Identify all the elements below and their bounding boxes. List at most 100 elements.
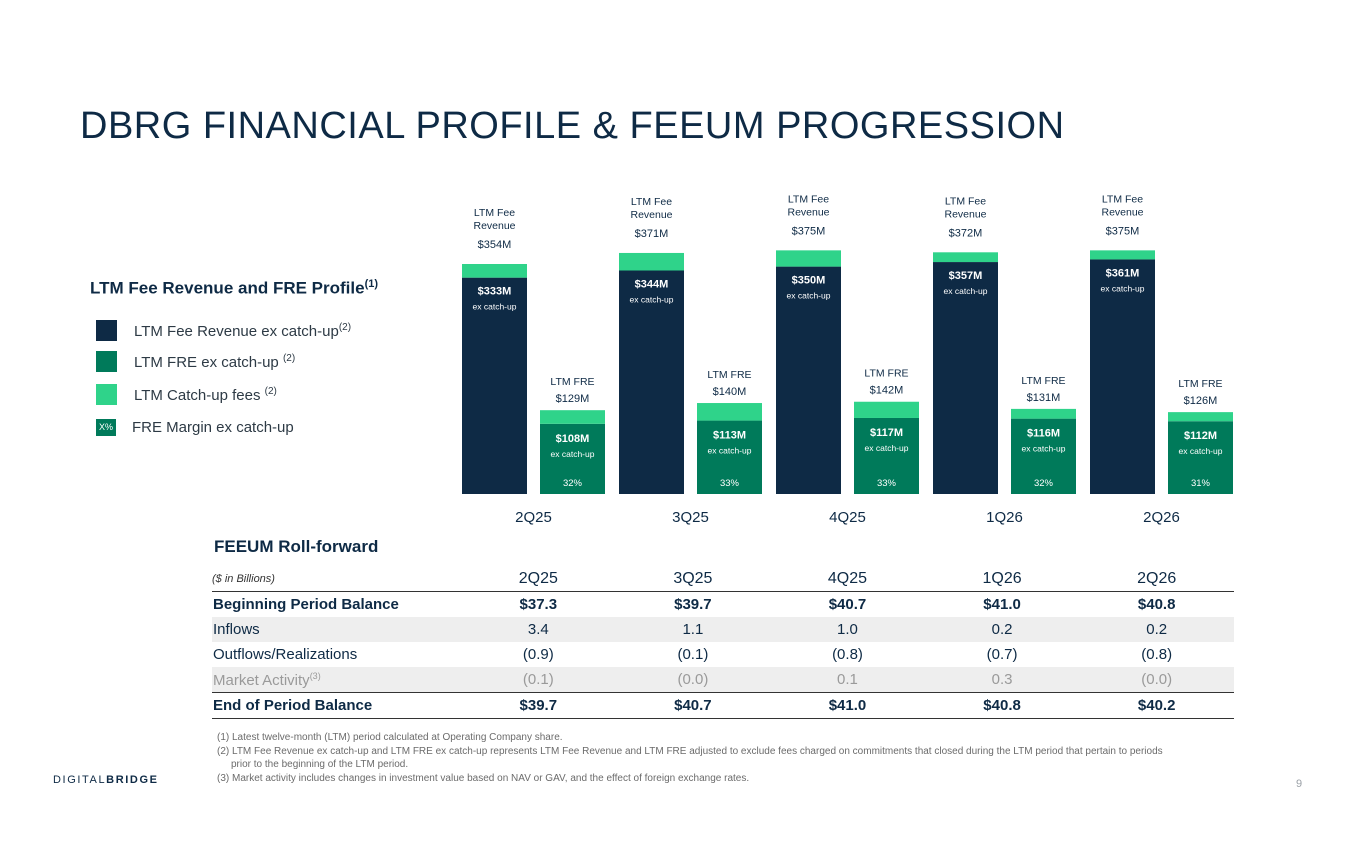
fee-total-label: $375M bbox=[1106, 225, 1140, 237]
digitalbridge-logo: DIGITALBRIDGE bbox=[53, 774, 159, 786]
fee-total-caption: LTM Fee bbox=[631, 196, 672, 208]
fre-bar bbox=[697, 420, 762, 494]
fre-catchup-segment bbox=[540, 410, 605, 424]
fre-inner-value: $117M bbox=[870, 427, 903, 439]
fre-margin-label: 33% bbox=[877, 478, 897, 489]
fre-inner-value: $113M bbox=[713, 430, 746, 442]
row-label: Outflows/Realizations bbox=[213, 646, 358, 663]
table-cell: 0.2 bbox=[924, 617, 1080, 642]
fee-total-caption: LTM Fee bbox=[474, 207, 515, 219]
table-cell: (0.8) bbox=[832, 646, 863, 663]
fee-catchup-segment bbox=[776, 250, 841, 267]
fee-inner-sub: ex catch-up bbox=[630, 294, 674, 304]
x-tick-label: 3Q25 bbox=[672, 509, 709, 526]
feeum-rollforward-table: ($ in Billions) 2Q25 3Q25 4Q25 1Q26 2Q26… bbox=[212, 566, 1234, 719]
fre-bar bbox=[1011, 418, 1076, 494]
table-cell: (0.0) bbox=[615, 667, 771, 693]
table-cell: 1.0 bbox=[770, 617, 925, 642]
footnotes: (1) Latest twelve-month (LTM) period cal… bbox=[217, 731, 1227, 785]
fee-inner-sub: ex catch-up bbox=[787, 291, 831, 301]
table-row-inflows: Inflows 3.4 1.1 1.0 0.2 0.2 bbox=[212, 617, 1234, 642]
table-column-header: 2Q25 bbox=[461, 566, 616, 592]
footnote-3: (3) Market activity includes changes in … bbox=[217, 772, 750, 784]
table-cell: $39.7 bbox=[461, 692, 616, 719]
table-cell: 3.4 bbox=[461, 617, 616, 642]
fee-total-caption: LTM Fee bbox=[788, 193, 829, 205]
table-row-beginning-balance: Beginning Period Balance $37.3 $39.7 $40… bbox=[212, 592, 1234, 618]
fee-total-label: $354M bbox=[478, 239, 512, 251]
table-cell: 0.3 bbox=[924, 667, 1080, 693]
table-column-header: 4Q25 bbox=[770, 566, 925, 592]
fee-total-label: $375M bbox=[792, 225, 826, 237]
x-tick-label: 2Q26 bbox=[1143, 509, 1180, 526]
table-cell: (0.1) bbox=[677, 646, 709, 663]
fee-inner-sub: ex catch-up bbox=[1101, 283, 1145, 293]
x-tick-label: 1Q26 bbox=[986, 509, 1023, 526]
table-cell: (0.7) bbox=[986, 646, 1018, 663]
table-cell: $39.7 bbox=[674, 596, 712, 613]
fee-total-caption: Revenue bbox=[473, 220, 515, 232]
fre-total-label: $140M bbox=[713, 386, 747, 398]
row-label: End of Period Balance bbox=[212, 692, 461, 719]
fre-total-caption: LTM FRE bbox=[707, 369, 751, 381]
fee-total-caption: Revenue bbox=[787, 206, 829, 218]
fre-catchup-segment bbox=[697, 403, 762, 421]
table-row-end-balance: End of Period Balance $39.7 $40.7 $41.0 … bbox=[212, 692, 1234, 719]
fre-inner-value: $108M bbox=[556, 433, 590, 445]
table-cell: $40.8 bbox=[1137, 596, 1176, 613]
table-cell: 0.1 bbox=[770, 667, 925, 693]
fre-margin-label: 32% bbox=[563, 478, 583, 489]
fre-total-label: $126M bbox=[1184, 395, 1218, 407]
fre-total-label: $131M bbox=[1027, 392, 1061, 404]
table-unit-label: ($ in Billions) bbox=[212, 566, 461, 592]
fee-inner-value: $357M bbox=[949, 270, 983, 282]
table-cell: $41.0 bbox=[770, 692, 925, 719]
row-label: Market Activity(3) bbox=[212, 667, 461, 693]
page-title: DBRG FINANCIAL PROFILE & FEEUM PROGRESSI… bbox=[80, 105, 1065, 147]
table-cell: $37.3 bbox=[519, 596, 558, 613]
fee-inner-value: $350M bbox=[792, 275, 826, 287]
fre-inner-value: $116M bbox=[1027, 428, 1060, 440]
table-cell: $40.7 bbox=[828, 596, 867, 613]
fre-inner-sub: ex catch-up bbox=[865, 443, 909, 453]
fee-catchup-segment bbox=[933, 252, 998, 263]
table-cell: (0.9) bbox=[522, 646, 554, 663]
fre-inner-sub: ex catch-up bbox=[1022, 444, 1066, 454]
legend-badge-margin: X% bbox=[96, 419, 116, 436]
table-cell: $40.7 bbox=[615, 692, 771, 719]
fee-total-caption: Revenue bbox=[630, 209, 672, 221]
table-cell: $41.0 bbox=[983, 596, 1021, 613]
fre-total-caption: LTM FRE bbox=[550, 376, 594, 388]
legend-swatch-fee-revenue bbox=[96, 320, 117, 341]
fre-bar bbox=[540, 423, 605, 494]
fre-margin-label: 32% bbox=[1034, 478, 1054, 489]
table-cell: 1.1 bbox=[615, 617, 771, 642]
fee-inner-value: $344M bbox=[635, 278, 669, 290]
legend-swatch-fre bbox=[96, 351, 117, 372]
fee-revenue-bar bbox=[933, 262, 998, 494]
table-column-header: 2Q26 bbox=[1079, 566, 1234, 592]
fee-total-caption: LTM Fee bbox=[1102, 193, 1143, 205]
legend-title: LTM Fee Revenue and FRE Profile(1) bbox=[90, 278, 379, 298]
fre-total-label: $129M bbox=[556, 393, 590, 405]
fre-inner-sub: ex catch-up bbox=[1179, 446, 1223, 456]
fee-catchup-segment bbox=[1090, 250, 1155, 260]
fre-catchup-segment bbox=[1011, 408, 1076, 419]
table-row-market-activity: Market Activity(3) (0.1) (0.0) 0.1 0.3 (… bbox=[212, 667, 1234, 693]
fre-total-label: $142M bbox=[870, 385, 904, 397]
x-tick-label: 2Q25 bbox=[515, 509, 552, 526]
table-cell: (0.8) bbox=[1141, 646, 1173, 663]
fee-revenue-bar bbox=[462, 277, 527, 494]
row-label: Inflows bbox=[212, 617, 461, 642]
table-header-row: ($ in Billions) 2Q25 3Q25 4Q25 1Q26 2Q26 bbox=[212, 566, 1234, 592]
table-cell: $40.2 bbox=[1079, 692, 1234, 719]
legend-swatch-catchup bbox=[96, 384, 117, 405]
fre-catchup-segment bbox=[854, 401, 919, 418]
table-column-header: 1Q26 bbox=[924, 566, 1080, 592]
fre-inner-sub: ex catch-up bbox=[708, 446, 752, 456]
fee-catchup-segment bbox=[619, 252, 684, 271]
fee-total-label: $371M bbox=[635, 228, 669, 240]
table-cell: (0.1) bbox=[461, 667, 616, 693]
page-number: 9 bbox=[1296, 778, 1303, 790]
